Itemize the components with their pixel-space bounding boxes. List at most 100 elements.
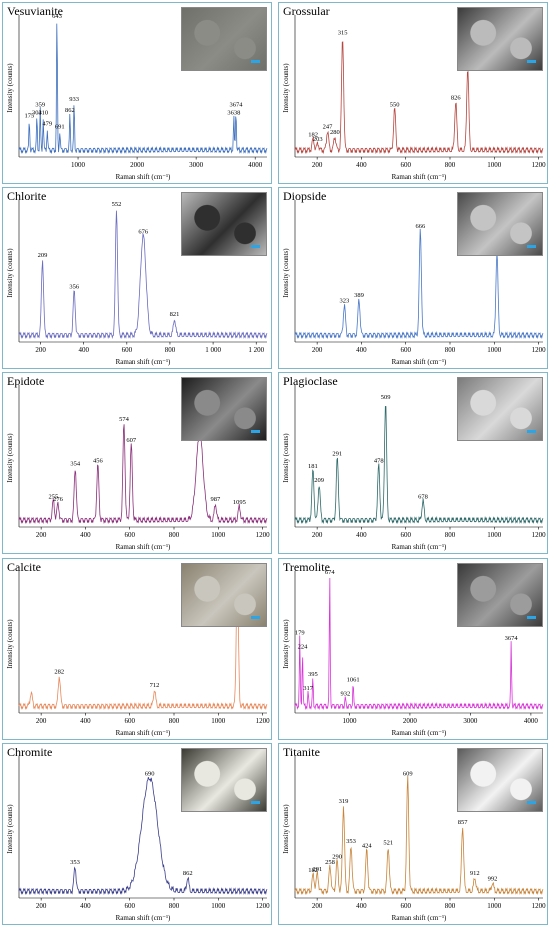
peak-label: 862 (65, 107, 75, 114)
peak-label: 862 (183, 870, 193, 877)
peak-label: 181 (308, 463, 318, 470)
x-tick-label: 1000 (487, 531, 502, 539)
spectrum-panel-plagioclase: 200 400 600 800 1000 1200 Raman shift (cm⁻¹) In… (278, 372, 548, 554)
y-axis-label: Intensity (counts) (282, 619, 290, 669)
peak-label: 933 (69, 96, 79, 103)
mineral-title: Tremolite (283, 560, 330, 574)
peak-label: 424 (362, 842, 373, 849)
spectrum-panel-diopside: 200 400 600 800 1000 1200 Raman shift (cm⁻¹) In… (278, 187, 548, 369)
x-tick-label: 3000 (189, 161, 204, 169)
x-tick-label: 1 200 (248, 346, 264, 354)
peak-label: 678 (418, 493, 428, 500)
y-axis-label: Intensity (counts) (6, 248, 14, 298)
x-tick-label: 1000 (71, 161, 86, 169)
x-tick-label: 1200 (532, 902, 547, 910)
y-axis-label: Intensity (counts) (282, 804, 290, 854)
spectrum-line (294, 775, 544, 896)
scale-bar (251, 60, 260, 63)
x-tick-label: 1 000 (205, 346, 221, 354)
peak-label: 255 (48, 493, 58, 500)
peak-label: 315 (338, 30, 348, 37)
x-tick-label: 800 (169, 531, 180, 539)
mineral-title: Diopside (283, 189, 327, 203)
x-tick-label: 200 (35, 346, 46, 354)
x-tick-label: 4000 (524, 717, 539, 725)
micrograph-image (181, 748, 267, 812)
peak-label: 712 (150, 682, 160, 689)
peak-label: 690 (145, 771, 155, 778)
peak-label: 550 (390, 101, 400, 108)
x-tick-label: 1200 (256, 902, 271, 910)
peak-label: 389 (354, 292, 364, 299)
x-axis-label: Raman shift (cm⁻¹) (392, 729, 447, 737)
spectrum-line (294, 577, 544, 711)
x-tick-label: 600 (400, 902, 411, 910)
peak-label: 912 (470, 870, 480, 877)
y-axis-label: Intensity (counts) (6, 63, 14, 113)
peak-label: 359 (35, 101, 45, 108)
x-axis-label: Raman shift (cm⁻¹) (116, 173, 171, 181)
spectrum-panel-epidote: 200 400 600 800 1000 1200 Raman shift (cm⁻¹) In… (2, 372, 272, 554)
spectrum-panel-vesuvianite: 1000 2000 3000 4000 Raman shift (cm⁻¹) Intens… (2, 2, 272, 184)
x-tick-label: 800 (445, 531, 456, 539)
x-tick-label: 1200 (256, 717, 271, 725)
peak-label: 179 (295, 630, 305, 637)
micrograph-image (457, 7, 543, 71)
x-tick-label: 1000 (211, 902, 226, 910)
x-tick-label: 800 (445, 346, 456, 354)
peak-label: 354 (70, 460, 81, 467)
peak-label: 319 (339, 798, 349, 805)
x-tick-label: 800 (445, 161, 456, 169)
peak-label: 317 (303, 685, 314, 692)
x-tick-label: 1200 (256, 531, 271, 539)
scale-bar (527, 801, 536, 804)
x-tick-label: 4000 (248, 161, 263, 169)
x-tick-label: 200 (312, 161, 323, 169)
x-tick-label: 200 (36, 531, 47, 539)
mineral-title: Calcite (7, 560, 41, 574)
spectrum-line (18, 23, 268, 155)
peak-label: 992 (488, 875, 498, 882)
peak-label: 410 (38, 110, 48, 117)
x-tick-label: 800 (165, 346, 176, 354)
peak-label: 209 (38, 252, 48, 259)
x-tick-label: 600 (400, 531, 411, 539)
mineral-title: Epidote (7, 374, 45, 388)
peak-label: 643 (52, 13, 62, 20)
x-tick-label: 400 (80, 717, 91, 725)
x-tick-label: 200 (312, 531, 323, 539)
mineral-title: Grossular (283, 4, 330, 18)
peak-label: 478 (374, 458, 384, 465)
peak-label: 666 (415, 223, 426, 230)
x-tick-label: 1000 (342, 717, 357, 725)
x-axis-label: Raman shift (cm⁻¹) (392, 543, 447, 551)
peak-label: 290 (332, 853, 342, 860)
y-axis-label: Intensity (counts) (282, 433, 290, 483)
x-axis-label: Raman shift (cm⁻¹) (116, 914, 171, 922)
peak-label: 607 (126, 437, 137, 444)
peak-label: 456 (93, 458, 104, 465)
x-axis-label: Raman shift (cm⁻¹) (116, 543, 171, 551)
x-tick-label: 400 (356, 346, 367, 354)
y-axis-label: Intensity (counts) (6, 433, 14, 483)
x-tick-label: 600 (124, 902, 135, 910)
spectrum-line (294, 41, 544, 155)
peak-label: 282 (54, 668, 64, 675)
peak-label: 291 (332, 451, 342, 458)
spectrum-chart-chromite: 200 400 600 800 1000 1200 Raman shift (cm⁻¹) In… (6, 756, 271, 922)
micrograph-image (181, 377, 267, 441)
spectrum-line (294, 228, 544, 340)
spectrum-line (18, 210, 268, 340)
peak-label: 987 (211, 496, 222, 503)
mineral-title: Vesuvianite (7, 4, 63, 18)
spectrum-line (18, 574, 268, 711)
x-tick-label: 1000 (487, 902, 502, 910)
x-axis-label: Raman shift (cm⁻¹) (116, 729, 171, 737)
peak-label: 521 (383, 840, 393, 847)
micrograph-image (181, 7, 267, 71)
peak-label: 3674 (229, 101, 243, 108)
x-tick-label: 3000 (463, 717, 478, 725)
spectrum-chart-plagioclase: 200 400 600 800 1000 1200 Raman shift (cm⁻¹) In… (282, 385, 546, 551)
mineral-title: Plagioclase (283, 374, 338, 388)
